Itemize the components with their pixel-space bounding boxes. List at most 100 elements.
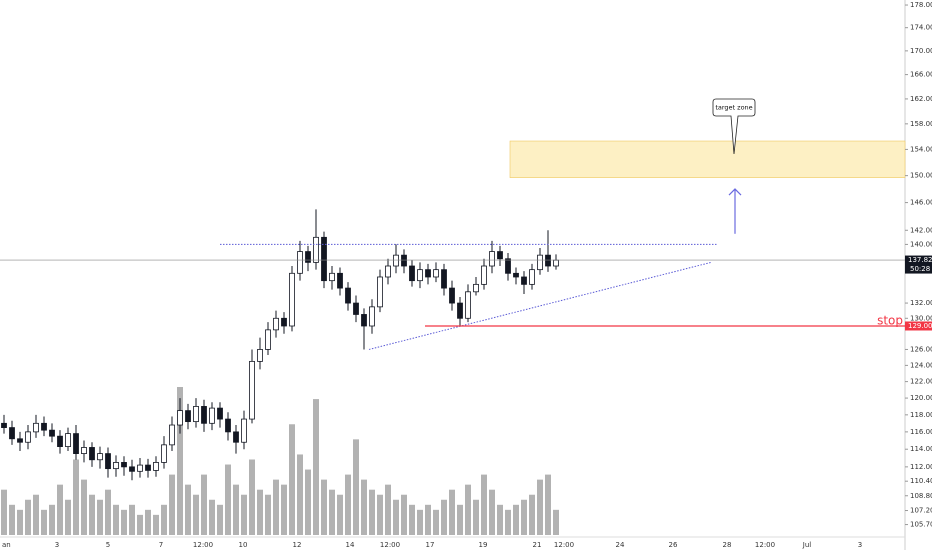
volume-bar — [465, 484, 471, 535]
candle-body — [41, 422, 47, 431]
y-tick-label: 150.00 — [910, 172, 932, 180]
candle-body — [329, 272, 335, 282]
y-tick-label: 112.00 — [910, 463, 932, 471]
y-tick-label: 142.00 — [910, 226, 932, 234]
candle-body — [473, 283, 479, 293]
candle-body — [297, 251, 303, 274]
candle-body — [89, 447, 95, 461]
volume-bar — [345, 474, 351, 535]
candle-body — [345, 287, 351, 304]
x-tick-label: 14 — [346, 541, 355, 549]
volume-bar — [201, 474, 207, 535]
candle-body — [257, 349, 263, 362]
candle-body — [553, 259, 559, 267]
volume-bar — [185, 484, 191, 535]
x-tick-label: 7 — [159, 541, 163, 549]
y-tick-label: 158.00 — [910, 120, 932, 128]
x-tick-label: 3 — [858, 541, 862, 549]
target-zone — [509, 140, 906, 178]
volume-bar — [433, 509, 439, 535]
support-line — [368, 261, 712, 350]
y-tick-label: 162.00 — [910, 95, 932, 103]
volume-bar — [105, 489, 111, 535]
volume-bar — [377, 494, 383, 535]
volume-bar — [73, 459, 79, 535]
candle-body — [417, 269, 423, 282]
candle-body — [289, 272, 295, 327]
volume-bar — [41, 509, 47, 535]
volume-bar — [33, 494, 39, 535]
candle-body — [169, 424, 175, 446]
y-tick-label: 174.00 — [910, 24, 932, 32]
y-tick-label: 124.00 — [910, 361, 932, 369]
volume-bar — [129, 504, 135, 535]
x-tick-label: 3 — [55, 541, 59, 549]
y-tick-label: 166.00 — [910, 71, 932, 79]
volume-bar — [145, 509, 151, 535]
last-price-tag — [905, 255, 932, 274]
candle-body — [393, 254, 399, 267]
x-tick-label: 12:00 — [554, 541, 574, 549]
volume-bar — [401, 494, 407, 535]
volume-bar — [97, 499, 103, 535]
volume-bar — [505, 509, 511, 535]
volume-bar — [241, 494, 247, 535]
y-tick-label: 120.00 — [910, 394, 932, 402]
y-tick-label: 126.00 — [910, 345, 932, 353]
stop-tag-label: 129.00 — [908, 322, 932, 330]
volume-bar — [265, 494, 271, 535]
volume-bar — [393, 499, 399, 535]
y-tick-label: 154.00 — [910, 145, 932, 153]
candle-body — [121, 462, 127, 468]
candle-body — [401, 254, 407, 267]
volume-bar — [457, 504, 463, 535]
candle-body — [193, 406, 199, 423]
candle-body — [273, 317, 279, 331]
volume-bar — [257, 489, 263, 535]
stop-tag — [905, 321, 932, 331]
candle-body — [25, 431, 31, 443]
volume-bar — [297, 454, 303, 535]
x-tick-label: 26 — [669, 541, 678, 549]
volume-bar — [529, 494, 535, 535]
candle-body — [225, 418, 231, 433]
volume-bar — [553, 509, 559, 535]
y-tick-label: 130.00 — [910, 314, 932, 322]
candle-body — [185, 410, 191, 423]
y-tick-label: 108.80 — [910, 492, 932, 500]
volume-bar — [321, 479, 327, 535]
volume-bar — [249, 459, 255, 535]
candle-body — [49, 429, 55, 437]
candle-body — [153, 462, 159, 471]
candle-body — [177, 410, 183, 426]
candle-body — [537, 254, 543, 271]
candle-body — [529, 269, 535, 285]
volume-bar — [409, 504, 415, 535]
candle-body — [57, 435, 63, 447]
x-tick-label: 12 — [293, 541, 302, 549]
volume-bar — [329, 489, 335, 535]
volume-bar — [449, 489, 455, 535]
volume-bar — [161, 504, 167, 535]
x-tick-label: Jul — [802, 541, 812, 549]
candle-body — [353, 302, 359, 315]
volume-bar — [169, 474, 175, 535]
stop-label: stop — [877, 313, 903, 327]
candle-body — [441, 269, 447, 289]
candle-body — [217, 407, 223, 420]
volume-bar — [337, 494, 343, 535]
volume-bar — [425, 504, 431, 535]
volume-bar — [481, 474, 487, 535]
volume-bar — [121, 509, 127, 535]
candle-body — [137, 464, 143, 472]
candle-body — [113, 462, 119, 470]
x-tick-label: 10 — [239, 541, 248, 549]
x-tick-label: 28 — [723, 541, 732, 549]
volume-bar — [281, 484, 287, 535]
y-tick-label: 170.00 — [910, 47, 932, 55]
candle-body — [521, 276, 527, 285]
x-tick-label: 5 — [106, 541, 110, 549]
candle-body — [233, 431, 239, 443]
volume-bar — [113, 504, 119, 535]
volume-bar — [193, 494, 199, 535]
